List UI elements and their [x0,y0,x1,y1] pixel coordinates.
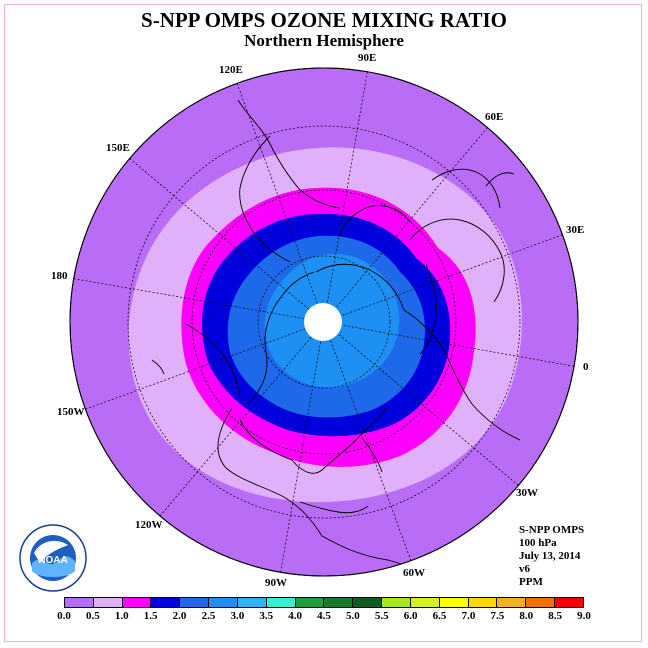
info-product: S-NPP OMPS [519,524,585,536]
info-version: v6 [519,563,530,575]
lon-label-60w: 60W [403,567,425,579]
colorbar-cell [555,598,583,607]
lon-label-30e: 30E [566,224,584,236]
map-disc-border [69,67,579,577]
longitude-labels: 0 30E 60E 90E 120E 150E 180 150W 120W 90… [51,52,589,589]
colorbar-cell [324,598,354,607]
colorbar-tick-label: 7.5 [490,610,505,622]
colorbar-tick-label: 5.5 [374,610,389,622]
lon-label-180: 180 [51,270,68,282]
colorbar-tick-label: 8.5 [548,610,562,622]
figure-frame [4,4,642,642]
colorbar-tick-label: 5.0 [346,610,360,622]
colorbar-ticks: 0.0 0.5 1.0 1.5 2.0 2.5 3.0 3.5 4.0 4.5 5.0 5.5 6.0 6… [57,610,591,624]
colorbar-cell [209,598,238,607]
colorbar-tick-label: 8.0 [519,610,534,622]
colorbar-cell [93,598,123,607]
colorbar-cell [180,598,210,607]
colorbar-cell [151,598,181,607]
colorbar-tick-label: 2.0 [172,610,187,622]
lon-label-150w: 150W [57,406,85,418]
lon-label-150e: 150E [106,142,130,154]
lon-label-30w: 30W [516,487,538,499]
colorbar-tick-label: 7.0 [461,610,476,622]
noaa-logo: NOAA [18,523,88,598]
colorbar-cell [526,598,556,607]
info-level: 100 hPa [519,537,557,549]
colorbar-tick-label: 1.5 [143,610,158,622]
coastlines [151,99,521,576]
colorbar-cell [237,598,267,607]
lon-label-90w: 90W [265,577,287,589]
colorbar [64,597,584,608]
colorbar-cell [410,598,440,607]
info-date: July 13, 2014 [519,550,581,562]
colorbar-tick-label: 2.5 [201,610,216,622]
lon-label-120e: 120E [219,64,243,76]
colorbar-tick-label: 0.5 [86,610,100,622]
colorbar-tick-label: 0.0 [57,610,71,622]
graticule [70,68,578,576]
colorbar-cell [439,598,469,607]
lon-label-120w: 120W [135,519,163,531]
map-subtitle: Northern Hemisphere [244,31,404,50]
lon-label-60e: 60E [485,111,503,123]
info-units: PPM [519,576,543,588]
colorbar-cell [353,598,383,607]
colorbar-cell [497,598,527,607]
lon-label-0: 0 [583,361,589,373]
colorbar-tick-label: 6.5 [432,610,447,622]
map-title: S-NPP OMPS OZONE MIXING RATIO [141,8,507,32]
colorbar-tick-label: 4.5 [317,610,331,622]
svg-text:NOAA: NOAA [38,555,67,566]
colorbar-cell [65,598,94,607]
colorbar-cell [266,598,296,607]
colorbar-tick-label: 1.0 [114,610,129,622]
colorbar-cell [122,598,152,607]
lon-label-90e: 90E [358,52,376,64]
colorbar-tick-label: 9.0 [577,610,591,622]
product-info: S-NPP OMPS 100 hPa July 13, 2014 v6 PPM [519,524,584,589]
colorbar-cell [295,598,325,607]
colorbar-tick-label: 3.5 [259,610,274,622]
colorbar-tick-label: 4.0 [288,610,302,622]
colorbar-tick-label: 3.0 [230,610,245,622]
colorbar-cell [468,598,498,607]
pole-hole [304,303,342,341]
colorbar-cell [382,598,411,607]
colorbar-tick-label: 6.0 [403,610,418,622]
